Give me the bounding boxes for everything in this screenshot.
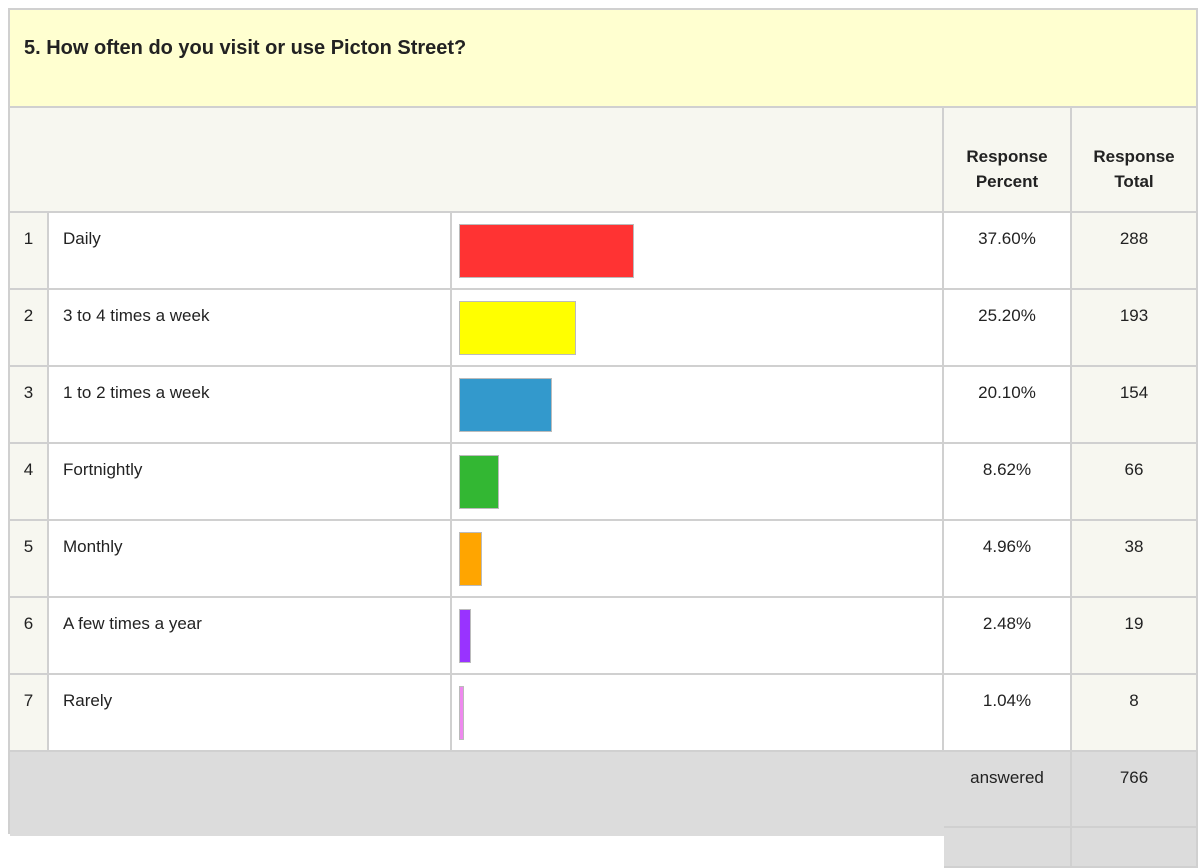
row-percent: 2.48% [982,614,1032,633]
number-cell: 3 [10,367,49,444]
percent-cell: 37.60% [944,213,1072,290]
number-cell: 2 [10,290,49,367]
number-cell: 5 [10,521,49,598]
row-number: 3 [23,383,34,402]
header-total: Response Total [1093,147,1175,191]
row-percent: 20.10% [978,383,1036,402]
row-percent: 4.96% [982,537,1032,556]
bar-cell [452,598,944,675]
row-total: 19 [1124,614,1144,633]
question-band: 5. How often do you visit or use Picton … [10,10,1198,108]
row-percent: 1.04% [982,691,1032,710]
total-cell: 154 [1072,367,1198,444]
number-cell: 7 [10,675,49,752]
answered-label: answered [970,768,1044,787]
row-total: 8 [1129,691,1139,710]
label-cell: Fortnightly [49,444,452,521]
percent-cell: 4.96% [944,521,1072,598]
row-number: 7 [23,691,34,710]
bar-cell [452,213,944,290]
bar-cell [452,444,944,521]
question-title: 5. How often do you visit or use Picton … [24,37,467,59]
row-total: 154 [1119,383,1149,402]
row-number: 1 [23,229,34,248]
row-number: 2 [23,306,34,325]
percent-cell: 25.20% [944,290,1072,367]
bar-cell [452,675,944,752]
answered-label-cell: answered [944,752,1072,828]
header-percent-cell: Response Percent [944,108,1072,213]
row-number: 5 [23,537,34,556]
bar [459,686,464,740]
bar [459,455,500,509]
row-total: 38 [1124,537,1144,556]
total-cell: 19 [1072,598,1198,675]
survey-table: 5. How often do you visit or use Picton … [8,8,1198,868]
row-total: 193 [1119,306,1149,325]
total-cell: 8 [1072,675,1198,752]
label-cell: 3 to 4 times a week [49,290,452,367]
row-percent: 37.60% [978,229,1036,248]
percent-cell: 20.10% [944,367,1072,444]
number-cell: 1 [10,213,49,290]
label-cell: A few times a year [49,598,452,675]
label-cell: Daily [49,213,452,290]
bar-cell [452,367,944,444]
row-percent: 8.62% [982,460,1032,479]
bar [459,532,483,586]
row-label: Rarely [63,691,113,710]
percent-cell: 1.04% [944,675,1072,752]
row-total: 66 [1124,460,1144,479]
next-cell [1072,828,1198,868]
total-cell: 288 [1072,213,1198,290]
header-total-cell: Response Total [1072,108,1198,213]
row-label: Fortnightly [63,460,143,479]
header-percent: Response Percent [966,147,1048,191]
number-cell: 6 [10,598,49,675]
total-cell: 193 [1072,290,1198,367]
row-number: 4 [23,460,34,479]
bar [459,378,553,432]
row-percent: 25.20% [978,306,1036,325]
percent-cell: 8.62% [944,444,1072,521]
bar-cell [452,521,944,598]
row-label: Monthly [63,537,123,556]
label-cell: 1 to 2 times a week [49,367,452,444]
row-label: A few times a year [63,614,202,633]
percent-cell: 2.48% [944,598,1072,675]
label-cell: Monthly [49,521,452,598]
total-cell: 38 [1072,521,1198,598]
total-cell: 66 [1072,444,1198,521]
bar [459,224,634,278]
page: 5. How often do you visit or use Picton … [8,8,1198,868]
next-cell [944,828,1072,868]
row-total: 288 [1119,229,1149,248]
row-label: 1 to 2 times a week [63,383,210,402]
row-label: Daily [63,229,101,248]
bar [459,609,471,663]
label-cell: Rarely [49,675,452,752]
header-blank [10,108,944,213]
answered-total: 766 [1119,768,1149,787]
bar-cell [452,290,944,367]
row-number: 6 [23,614,34,633]
answered-cell: 766 [1072,752,1198,828]
number-cell: 4 [10,444,49,521]
footer-band [10,752,944,836]
bar [459,301,577,355]
row-label: 3 to 4 times a week [63,306,210,325]
